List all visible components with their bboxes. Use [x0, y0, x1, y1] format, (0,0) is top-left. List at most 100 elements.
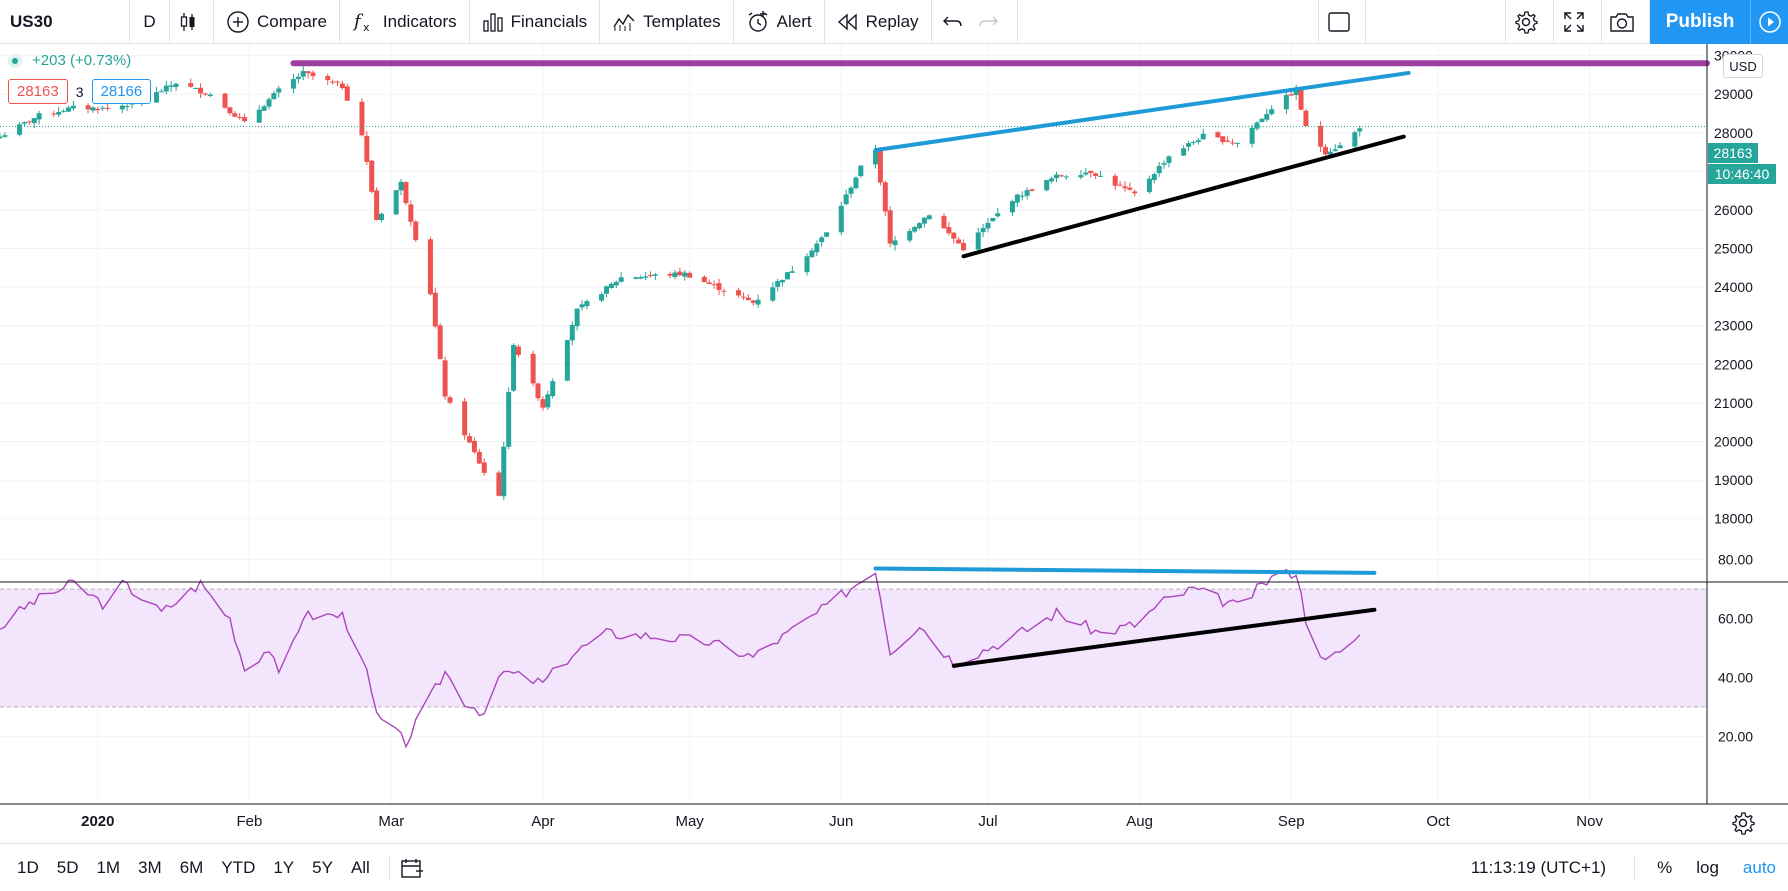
candle-body	[1063, 176, 1069, 178]
candle-body	[652, 274, 658, 276]
candle-body	[65, 107, 71, 112]
range-1y[interactable]: 1Y	[273, 857, 295, 877]
auto-toggle[interactable]: auto	[1742, 858, 1776, 877]
price-tick-label: 20000	[1714, 434, 1753, 450]
rsi-tick-label: 80.00	[1718, 552, 1753, 568]
publish-menu-button[interactable]	[1750, 0, 1788, 44]
candle-body	[838, 205, 844, 233]
rsi-scale[interactable]: 80.00 60.00 40.00 20.00	[1718, 552, 1753, 745]
trend-line[interactable]	[961, 134, 1406, 259]
layout-button[interactable]	[1318, 0, 1366, 44]
range-5d[interactable]: 5D	[56, 857, 79, 877]
candle-body	[124, 105, 130, 107]
candle-body	[672, 272, 678, 278]
range-5y[interactable]: 5Y	[312, 857, 333, 877]
time-scale[interactable]: 2020 Feb Mar Apr May Jun Jul Aug Sep Oct Nov	[81, 813, 1603, 830]
range-3m[interactable]: 3M	[138, 857, 162, 877]
interval-button[interactable]: D	[130, 0, 170, 44]
financials-button[interactable]: Financials	[470, 0, 601, 44]
snapshot-button[interactable]	[1602, 0, 1650, 44]
symbol-search[interactable]: US30	[0, 0, 130, 44]
candle-body	[2, 135, 8, 137]
candle-body	[1283, 94, 1289, 110]
range-6m[interactable]: 6M	[179, 857, 204, 877]
candle-body	[36, 113, 42, 120]
candle-body	[736, 290, 742, 296]
candle-body	[750, 300, 756, 303]
candle-body	[276, 88, 282, 93]
gear-icon[interactable]	[1732, 812, 1755, 835]
time-scale-settings[interactable]	[1732, 812, 1755, 835]
candle-body	[1357, 128, 1363, 132]
range-ytd[interactable]: YTD	[221, 857, 256, 877]
candle-body	[648, 275, 654, 277]
candle-body	[1166, 156, 1172, 163]
price-tick-label: 21000	[1714, 395, 1753, 411]
rsi-tick-label: 20.00	[1718, 728, 1753, 744]
fullscreen-button[interactable]	[1554, 0, 1602, 44]
candle-body	[261, 106, 267, 111]
range-all[interactable]: All	[350, 857, 370, 877]
candle-body	[550, 381, 556, 397]
settings-button[interactable]	[1506, 0, 1554, 44]
market-status-icon	[8, 53, 22, 68]
rsi-trend-line[interactable]	[873, 566, 1377, 575]
candle-body	[1190, 141, 1196, 143]
chart-type-button[interactable]	[170, 0, 214, 44]
separator	[388, 854, 390, 881]
candle-body	[613, 281, 619, 286]
undo-icon[interactable]	[942, 12, 964, 32]
candle-body	[364, 135, 370, 162]
range-1m[interactable]: 1M	[96, 857, 121, 877]
time-label: Aug	[1126, 813, 1153, 830]
candle-body	[339, 83, 345, 88]
currency-button[interactable]: USD	[1723, 54, 1763, 78]
candle-body	[496, 472, 502, 496]
candle-body	[427, 239, 433, 295]
rsi-trend-line[interactable]	[951, 607, 1377, 668]
candle-body	[873, 150, 879, 165]
alert-button[interactable]: Alert	[734, 0, 825, 44]
candle-body	[198, 87, 204, 94]
candle-body	[1083, 172, 1089, 175]
candle-body	[1029, 189, 1035, 191]
candle-body	[740, 296, 746, 298]
buy-price[interactable]: 28166	[91, 79, 152, 104]
drawings[interactable]	[290, 60, 1710, 668]
candle-body	[290, 79, 296, 89]
candle-body	[677, 271, 683, 276]
redo-icon[interactable]	[977, 12, 999, 32]
candle-body	[1009, 201, 1015, 213]
range-1d[interactable]: 1D	[17, 857, 39, 877]
price-scale[interactable]: 3000029000280002700026000250002400023000…	[1714, 48, 1753, 527]
candle-body	[701, 276, 707, 283]
sell-price[interactable]: 28163	[8, 79, 68, 104]
candle-body	[667, 273, 673, 276]
candle-body	[1078, 175, 1084, 178]
calendar-icon[interactable]	[400, 857, 424, 879]
candle-body	[716, 283, 722, 291]
chart-area[interactable]: 3000029000280002700026000250002400023000…	[0, 44, 1788, 843]
candle-body	[1293, 88, 1299, 95]
spread-value: 3	[75, 83, 84, 100]
candle-body	[1049, 178, 1055, 182]
log-toggle[interactable]: log	[1696, 858, 1719, 877]
percent-toggle[interactable]: %	[1657, 858, 1673, 877]
candle-body	[90, 107, 96, 111]
trend-line[interactable]	[873, 70, 1411, 153]
publish-button[interactable]: Publish	[1650, 0, 1750, 44]
candle-body	[61, 111, 67, 113]
candle-body	[917, 223, 923, 229]
time-label: Mar	[378, 813, 404, 830]
replay-button[interactable]: Replay	[825, 0, 932, 44]
templates-button[interactable]: Templates	[600, 0, 734, 44]
svg-text:x: x	[363, 21, 370, 34]
replay-label: Replay	[865, 11, 919, 31]
candle-body	[408, 204, 414, 222]
candle-body	[858, 165, 864, 177]
price-candles	[0, 65, 1363, 501]
compare-button[interactable]: Compare	[214, 0, 340, 44]
clock[interactable]: 11:13:19 (UTC+1)	[1470, 858, 1607, 877]
candle-body	[569, 324, 575, 341]
